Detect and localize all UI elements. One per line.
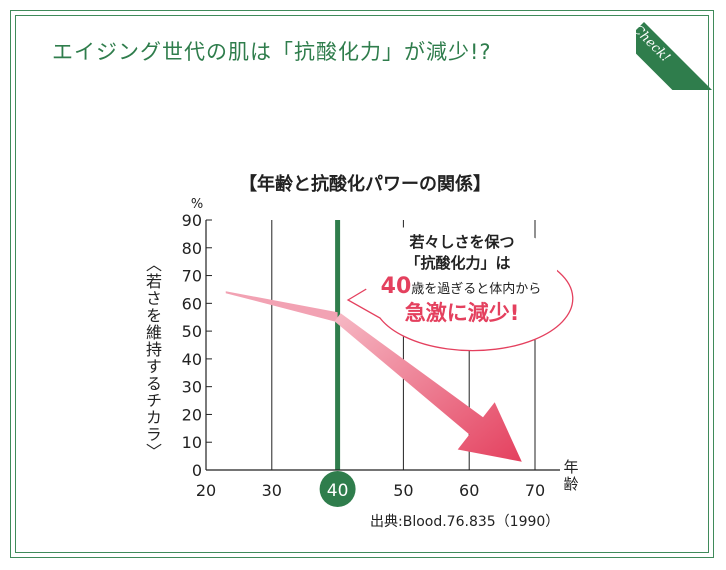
source-note: 出典:Blood.76.835（1990） (370, 514, 559, 530)
y-tick-label-90: 90 (182, 211, 202, 230)
y-tick-label-10: 10 (182, 433, 202, 452)
page-heading: エイジング世代の肌は「抗酸化力」が減少!? (52, 40, 492, 64)
series-arrow (334, 313, 522, 462)
inner-frame (15, 15, 709, 553)
callout-tail-gap (359, 286, 377, 298)
outer-frame (10, 10, 714, 558)
y-unit-label: % (191, 197, 203, 212)
y-tick-label-80: 80 (182, 239, 202, 258)
callout-age-number: 40 (381, 274, 412, 299)
y-tick-label-70: 70 (182, 267, 202, 286)
tick-labels: 0 10 20 30 40 50 60 70 80 90% 20 30 40 50 60 70 年齢 (182, 197, 579, 507)
callout-line-1: 若々しさを保つ (408, 233, 514, 251)
data-marks (225, 291, 522, 462)
x-tick-label-60: 60 (459, 481, 479, 500)
callout-line-3-rest: 歳を過ぎると体内から (411, 281, 541, 297)
x-tick-label-70: 70 (525, 481, 545, 500)
x-tick-label-20: 20 (196, 481, 216, 500)
callout-line-2: 「抗酸化力」は (405, 254, 510, 272)
y-tick-label-40: 40 (182, 350, 202, 369)
y-tick-label-20: 20 (182, 405, 202, 424)
x-axis-label-char-1: 齢 (563, 475, 578, 493)
y-tick-label-60: 60 (182, 294, 202, 313)
axes (205, 219, 560, 471)
callout-line-3: 40歳を過ぎると体内から (381, 274, 542, 299)
y-tick-label-30: 30 (182, 378, 202, 397)
callout-bubble-fill (359, 219, 557, 321)
callout-line-4: 急激に減少! (405, 301, 520, 325)
x-tick-label-50: 50 (393, 481, 413, 500)
chart-title: 【年齢と抗酸化パワーの関係】 (239, 173, 491, 195)
y-axis-label: 〈若さを維持するチカラ〉 (143, 256, 162, 460)
y-tick-label-50: 50 (182, 322, 202, 341)
x-tick-label-30: 30 (262, 481, 282, 500)
y-tick-label-0: 0 (192, 461, 202, 480)
x-axis-label-char-0: 年 (563, 458, 578, 476)
series-segment-1 (225, 291, 338, 323)
highlight-tick-circle (319, 471, 356, 507)
x-tick-label-40: 40 (327, 481, 349, 501)
